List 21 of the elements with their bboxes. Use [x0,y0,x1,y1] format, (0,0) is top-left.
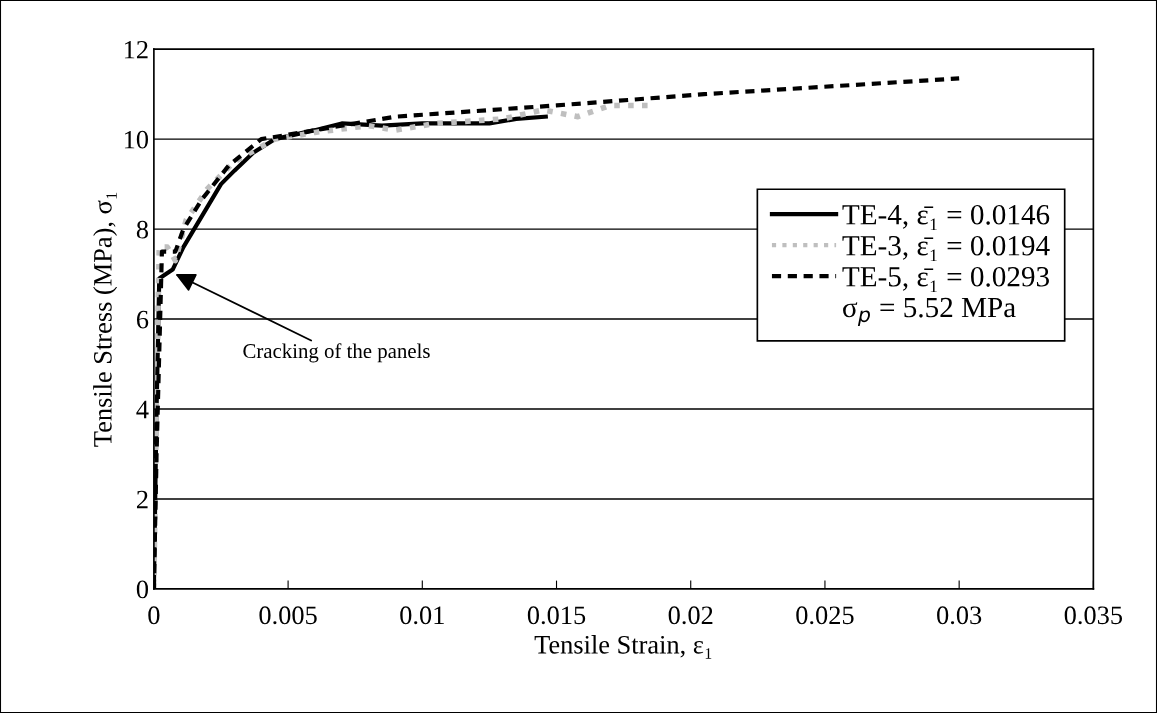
y-tick-label: 4 [136,400,149,419]
annotation: σ$_{p}$ = 5.52 MPa [843,297,1016,327]
x-tick-label: 0.025 [796,606,854,625]
legend-label: TE-3, ε̄₁ = 0.0194 [842,235,1050,262]
y-tick-label: 2 [136,490,148,509]
legend-label: TE-4, ε̄₁ = 0.0146 [842,204,1050,231]
annotation: Cracking of the panels [243,343,430,363]
y-tick-label: 0 [136,580,149,599]
y-tick-label: 8 [136,220,149,239]
x-tick-label: 0.03 [937,606,982,625]
x-tick-label: 0.01 [400,606,444,625]
y-tick-label: 6 [136,310,149,329]
y-axis-title: Tensile Stress (MPa), σ₁ [93,192,118,447]
y-tick-label: 12 [124,40,148,59]
x-tick-label: 0.015 [527,606,586,625]
x-tick-label: 0.005 [259,606,317,625]
x-tick-label: 0.02 [668,606,713,625]
legend-label: TE-5, ε̄₁ = 0.0293 [842,266,1049,293]
y-tick-label: 10 [124,130,149,149]
x-axis-title: Tensile Strain, ε₁ [534,635,712,659]
x-tick-label: 0.035 [1064,606,1123,625]
